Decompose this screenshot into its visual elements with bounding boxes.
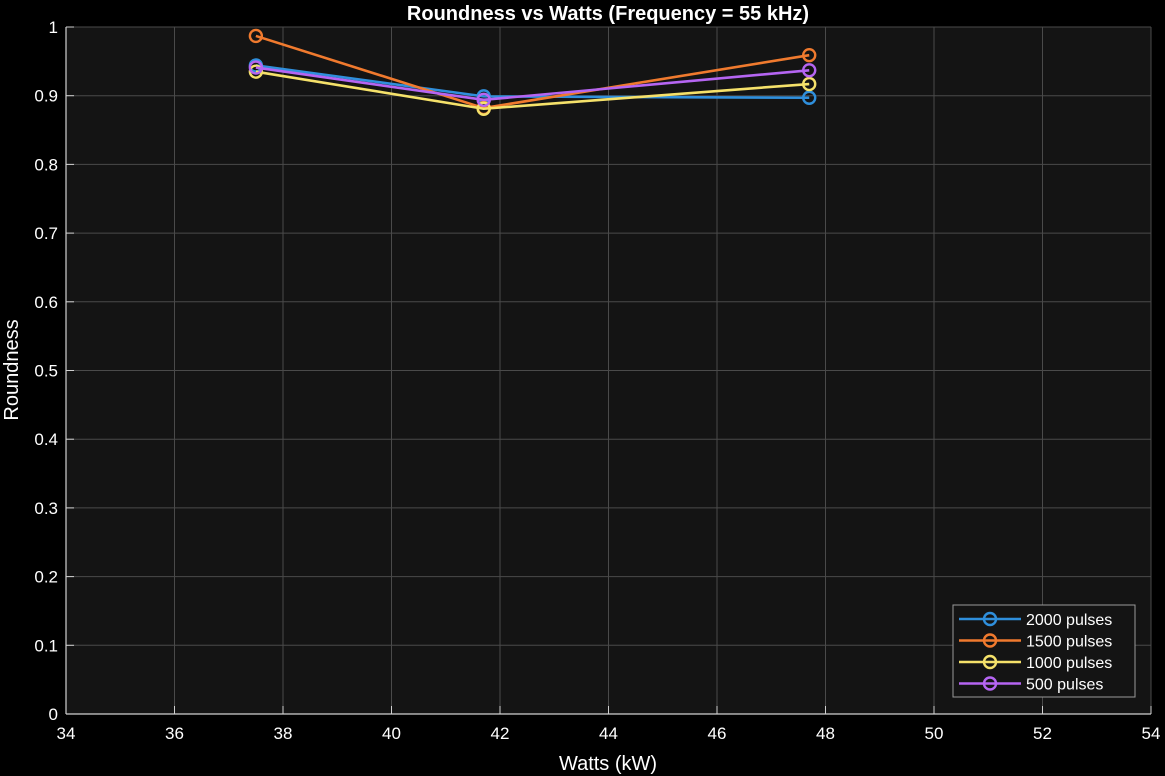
data-point <box>476 101 491 116</box>
x-tick-label: 40 <box>382 724 401 743</box>
x-tick-label: 48 <box>816 724 835 743</box>
data-point <box>248 60 264 75</box>
data-point <box>476 92 491 108</box>
legend-label: 1500 pulses <box>1026 634 1112 651</box>
data-point <box>248 64 264 79</box>
legend-swatch-marker <box>982 633 998 648</box>
x-tick-label: 44 <box>599 724 618 743</box>
y-tick-label: 0.3 <box>34 499 58 518</box>
axes <box>65 26 1152 715</box>
data-point <box>248 28 264 44</box>
legend-swatch-marker <box>982 611 998 627</box>
legend-item: 500 pulses <box>959 676 1103 694</box>
x-axis-title: Watts (kW) <box>559 753 657 775</box>
y-tick-label: 0.1 <box>34 636 58 655</box>
y-tick-label: 0.8 <box>34 155 58 174</box>
y-tick-label: 0.7 <box>34 224 58 243</box>
legend-swatch-marker <box>982 654 998 670</box>
legend-label: 2000 pulses <box>1026 612 1112 629</box>
y-axis-title: Roundness <box>1 319 23 420</box>
legend: 2000 pulses 1500 pulses 1000 pulses 500 pul… <box>952 604 1136 698</box>
legend-item: 1000 pulses <box>959 654 1112 672</box>
x-tick-label: 38 <box>274 724 293 743</box>
legend-item: 2000 pulses <box>959 611 1112 629</box>
legend-swatch-marker <box>982 676 998 691</box>
y-tick-label: 0.4 <box>34 430 58 449</box>
x-tick-label: 42 <box>491 724 510 743</box>
legend-item: 1500 pulses <box>959 633 1112 651</box>
y-tick-label: 0 <box>49 705 58 724</box>
series-500-pulses <box>248 60 817 108</box>
x-tick-label: 52 <box>1033 724 1052 743</box>
y-tick-labels: 0 0.1 0.2 0.3 0.4 0.5 0.6 0.7 0.8 0.9 1 <box>34 18 58 724</box>
legend-label: 500 pulses <box>1026 677 1103 694</box>
x-tick-label: 50 <box>925 724 944 743</box>
y-tick-label: 0.2 <box>34 568 58 587</box>
x-tick-label: 46 <box>708 724 727 743</box>
y-tick-label: 1 <box>49 18 58 37</box>
data-point <box>802 47 817 63</box>
data-point <box>802 63 817 78</box>
x-tick-label: 34 <box>57 724 76 743</box>
x-tick-label: 36 <box>165 724 184 743</box>
series-line <box>255 64 810 100</box>
series-line <box>255 70 810 111</box>
y-tick-label: 0.6 <box>34 293 58 312</box>
series-1000-pulses <box>248 64 817 116</box>
legend-label: 1000 pulses <box>1026 655 1112 672</box>
series-line <box>255 66 810 102</box>
series-group <box>248 28 817 116</box>
data-point <box>802 76 817 92</box>
y-tick-label: 0.5 <box>34 362 58 381</box>
chart-title: Roundness vs Watts (Frequency = 55 kHz) <box>407 3 809 25</box>
data-point <box>802 90 817 105</box>
y-tick-label: 0.9 <box>34 87 58 106</box>
x-tick-label: 54 <box>1142 724 1161 743</box>
x-tick-labels: 34 36 38 40 42 44 46 48 50 52 54 <box>57 724 1161 743</box>
